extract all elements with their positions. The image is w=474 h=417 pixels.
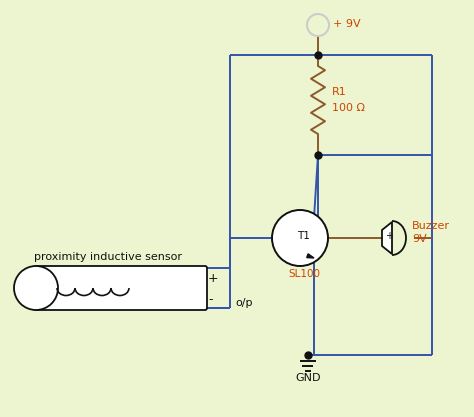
Text: R1: R1 [332, 87, 347, 97]
Text: SL100: SL100 [288, 269, 320, 279]
Text: +: + [385, 231, 393, 241]
Text: -: - [208, 293, 212, 306]
FancyBboxPatch shape [34, 266, 207, 310]
Text: proximity inductive sensor: proximity inductive sensor [34, 252, 182, 262]
Polygon shape [382, 222, 392, 254]
Text: 100 Ω: 100 Ω [332, 103, 365, 113]
Text: 9V: 9V [412, 234, 427, 244]
Text: T1: T1 [298, 231, 310, 241]
Text: +: + [208, 272, 219, 285]
Text: GND: GND [295, 373, 321, 383]
Text: o/p: o/p [235, 298, 253, 308]
Text: + 9V: + 9V [333, 19, 361, 29]
Polygon shape [307, 254, 314, 258]
Text: Buzzer: Buzzer [412, 221, 450, 231]
Circle shape [272, 210, 328, 266]
Circle shape [14, 266, 58, 310]
